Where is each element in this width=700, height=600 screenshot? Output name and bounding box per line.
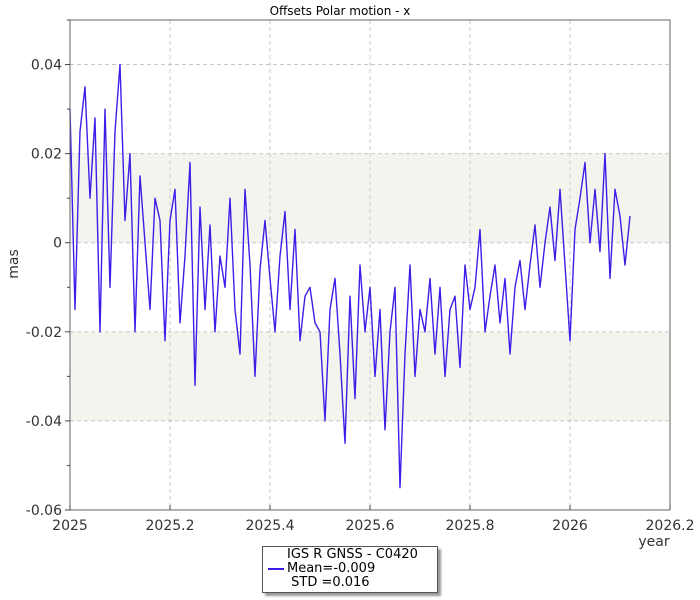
legend-mean: Mean=-0.009 [287, 561, 376, 576]
y-tick-label: 0.02 [31, 147, 62, 163]
x-tick-label: 2026.2 [646, 518, 695, 534]
x-tick-label: 2025.2 [146, 518, 195, 534]
series-layer [69, 63, 631, 489]
y-tick-label: -0.02 [26, 325, 62, 341]
x-tick-label: 2025.8 [446, 518, 495, 534]
y-tick-label: 0.04 [31, 58, 62, 74]
x-tick-label: 2025.6 [346, 518, 395, 534]
y-axis-label: mas [6, 249, 22, 279]
legend-swatch [268, 568, 284, 570]
chart-title: Offsets Polar motion - x [270, 4, 411, 18]
y-tick-label: -0.04 [26, 414, 62, 430]
grid-layer [70, 20, 670, 510]
series-line-0 [69, 63, 631, 489]
x-tick-label: 2025 [52, 518, 88, 534]
tick-layer: 2025 2025.2 2025.4 2025.6 2025.8 2026 2026.2 0.… [26, 19, 695, 534]
legend-std: STD =0.016 [287, 575, 370, 590]
legend-series-name: IGS R GNSS - C0420 [287, 547, 418, 562]
legend-label: IGS R GNSS - C0420 Mean=-0.009 STD =0.01… [287, 548, 418, 590]
x-tick-label: 2026 [552, 518, 588, 534]
x-axis-label: year [638, 534, 669, 550]
y-tick-label: 0 [53, 236, 62, 252]
x-tick-label: 2025.4 [246, 518, 295, 534]
legend: IGS R GNSS - C0420 Mean=-0.009 STD =0.01… [262, 546, 438, 593]
y-tick-label: -0.06 [26, 503, 62, 519]
